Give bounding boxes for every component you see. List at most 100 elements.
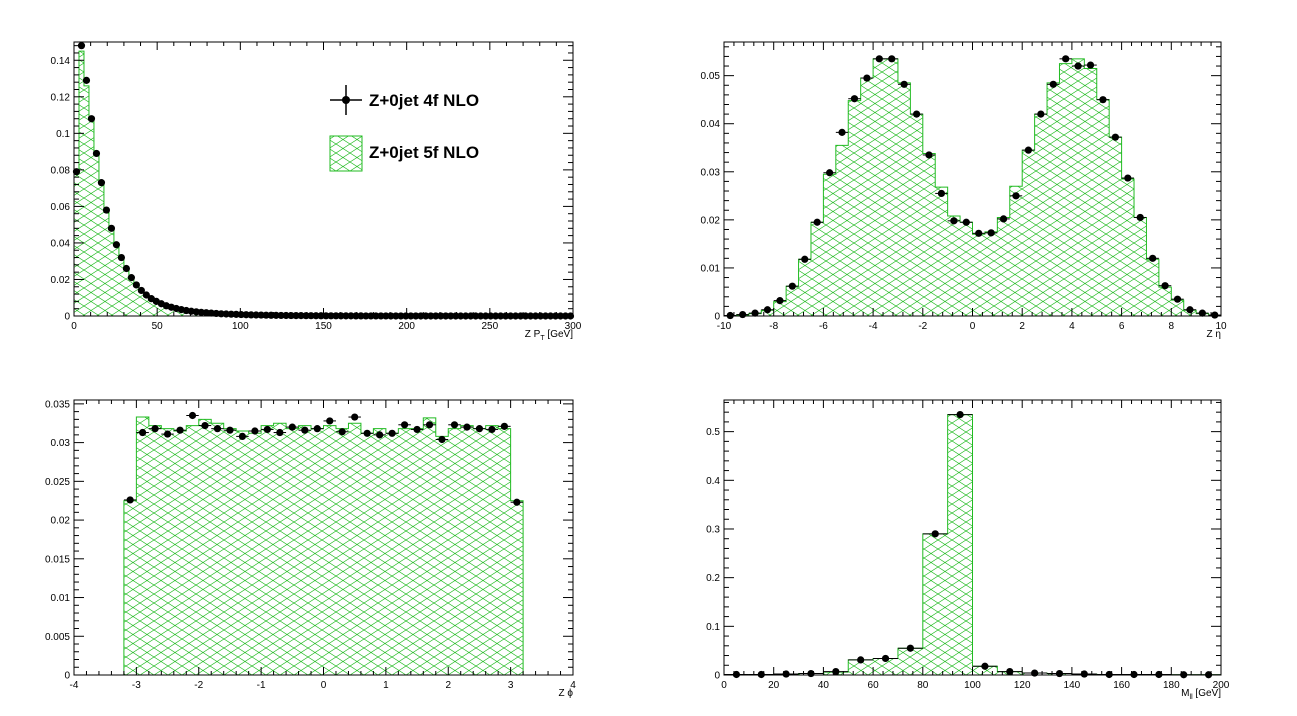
y-tick-label: 0.02 — [51, 516, 71, 527]
y-tick-label: 0.2 — [706, 573, 720, 584]
x-axis-title-main: M — [1181, 688, 1189, 699]
point-4f — [425, 421, 434, 429]
point-4f — [351, 413, 359, 421]
y-tick-label: 0.08 — [51, 165, 71, 176]
point-4f — [277, 311, 285, 320]
point-4f — [1211, 311, 1219, 319]
x-tick-label: 2 — [1019, 321, 1025, 332]
x-axis-title: Mll [GeV] — [1181, 688, 1221, 701]
x-tick-label: 80 — [917, 680, 929, 691]
point-4f — [500, 422, 508, 430]
y-tick-label: 0.025 — [45, 477, 70, 488]
x-tick-label: 140 — [1064, 680, 1081, 691]
y-tick-label: 0 — [714, 671, 720, 682]
point-4f — [881, 654, 890, 663]
y-tick-label: 0.01 — [701, 263, 721, 274]
point-4f — [82, 76, 91, 84]
point-4f — [376, 431, 384, 439]
point-4f — [176, 426, 184, 434]
point-4f — [122, 264, 130, 273]
point-4f — [1124, 174, 1132, 182]
x-tick-label: 250 — [481, 321, 498, 332]
point-4f — [813, 218, 821, 226]
hist-fill-5f — [123, 417, 524, 675]
x-tick-label: 160 — [1113, 680, 1130, 691]
y-tick-label: 0.5 — [706, 427, 720, 438]
y-tick-label: 0.005 — [45, 632, 70, 643]
point-4f — [1198, 309, 1206, 317]
point-4f — [127, 274, 135, 282]
x-tick-label: 100 — [964, 680, 981, 691]
point-4f — [888, 55, 896, 63]
point-4f — [251, 427, 259, 435]
x-axis-title: Z η — [1207, 329, 1221, 340]
point-4f — [450, 421, 459, 429]
point-4f — [1149, 254, 1157, 262]
y-tick-label: 0.01 — [51, 593, 71, 604]
y-tick-label: 0.035 — [45, 399, 70, 410]
point-4f — [142, 291, 150, 299]
point-4f — [999, 215, 1008, 223]
point-4f — [87, 115, 96, 123]
point-4f — [788, 282, 796, 290]
y-tick-label: 0.14 — [51, 56, 71, 67]
legend-entry-4f: Z+0jet 4f NLO — [330, 85, 479, 115]
point-4f — [313, 425, 321, 433]
point-4f — [751, 309, 759, 317]
y-tick-label: 0.1 — [56, 129, 70, 140]
point-4f — [400, 421, 409, 429]
x-tick-label: 40 — [818, 680, 830, 691]
point-4f — [1136, 213, 1144, 222]
x-axis-title-unit: [GeV] — [545, 329, 574, 340]
y-tick-label: 0 — [64, 312, 70, 323]
panel-4: 0 20 40 60 80 100 120 140 160 180 200 0 0.1 0.2 0.3 0.4… — [706, 399, 1230, 701]
panel-1: 0 50 100 150 200 250 300 0 0.02 0.04 0.06 0.08 0.1 0.… — [51, 41, 582, 342]
point-4f — [925, 151, 933, 159]
point-4f — [301, 426, 309, 434]
x-tick-label: 200 — [1213, 680, 1230, 691]
point-4f — [763, 306, 772, 314]
point-4f — [139, 428, 147, 437]
hist-outline-5f — [73, 50, 573, 317]
x-tick-label: -4 — [70, 680, 79, 691]
point-4f — [1186, 306, 1194, 314]
legend-marker-5f — [329, 135, 363, 172]
point-4f — [388, 429, 396, 437]
point-4f — [438, 435, 446, 444]
point-4f — [906, 644, 914, 652]
y-tick-label: 0.015 — [45, 554, 70, 565]
y-tick-label: 0.4 — [706, 476, 720, 487]
point-4f — [1062, 55, 1070, 63]
x-tick-label: 0 — [321, 680, 327, 691]
x-tick-label: 6 — [1119, 321, 1125, 332]
y-tick-label: 0 — [64, 671, 70, 682]
point-4f — [226, 426, 234, 434]
point-4f — [137, 286, 145, 295]
point-4f — [981, 662, 989, 670]
point-4f — [282, 311, 290, 320]
x-tick-label: 20 — [768, 680, 780, 691]
x-tick-label: 300 — [565, 321, 582, 332]
point-4f — [1037, 110, 1045, 118]
y-tick-label: 0.3 — [706, 524, 720, 535]
x-tick-label: -2 — [918, 321, 927, 332]
point-4f — [1173, 295, 1182, 303]
point-4f — [188, 411, 197, 420]
point-4f — [838, 128, 846, 136]
point-4f — [257, 311, 265, 319]
x-tick-label: 8 — [1169, 321, 1175, 332]
point-4f — [1111, 133, 1119, 141]
panel-3: -4 -3 -2 -1 0 1 2 3 4 0 0.005 0.01 0.015 0.02 0.025 0.0… — [45, 399, 576, 699]
point-4f — [1012, 192, 1020, 200]
point-4f — [463, 423, 471, 431]
x-tick-label: 1 — [383, 680, 389, 691]
x-tick-label: -1 — [257, 680, 266, 691]
point-4f — [413, 425, 421, 434]
point-4f — [1074, 62, 1082, 70]
legend: Z+0jet 4f NLO Z+0jet 5f NLO — [329, 85, 479, 172]
point-4f — [801, 255, 809, 263]
x-tick-label: 0 — [721, 680, 727, 691]
point-4f — [213, 425, 222, 433]
y-tick-label: 0.1 — [706, 622, 720, 633]
